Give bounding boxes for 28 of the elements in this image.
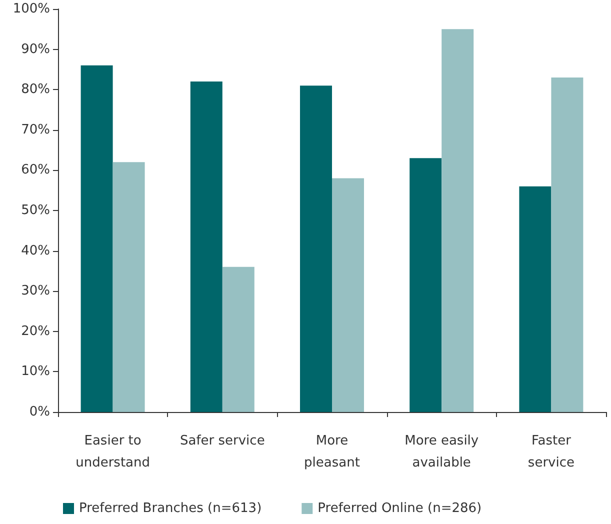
bar	[332, 178, 364, 412]
bar	[410, 158, 442, 412]
y-tick-label: 50%	[21, 203, 50, 218]
bar	[222, 266, 254, 412]
y-tick-label: 10%	[21, 364, 50, 380]
y-tick-label: 80%	[21, 82, 50, 98]
y-tick-label: 100%	[12, 2, 50, 16]
bar	[80, 65, 113, 412]
bar	[190, 82, 222, 412]
x-tick-label: Faster service	[528, 434, 574, 470]
y-tick-label: 0%	[29, 404, 50, 420]
y-tick-label: 40%	[21, 243, 50, 258]
x-tick-label: Safer service	[180, 434, 265, 448]
y-tick-label: 30%	[21, 284, 50, 299]
x-tick-label: Easier to understand	[76, 434, 150, 470]
bar	[112, 162, 145, 412]
x-tick-label: More pleasant	[304, 434, 360, 470]
y-tick-label: 60%	[21, 162, 50, 178]
y-tick-label: 70%	[21, 122, 50, 138]
bar	[551, 78, 584, 412]
bar	[442, 29, 474, 412]
bar	[300, 86, 332, 412]
y-tick-label: 90%	[21, 42, 50, 57]
legend-label: Preferred Branches (n=613)	[79, 501, 262, 516]
x-tick-label: More easily available	[404, 434, 479, 470]
bar	[519, 186, 552, 412]
y-tick-label: 20%	[21, 324, 50, 339]
legend-label: Preferred Online (n=286)	[318, 501, 482, 516]
